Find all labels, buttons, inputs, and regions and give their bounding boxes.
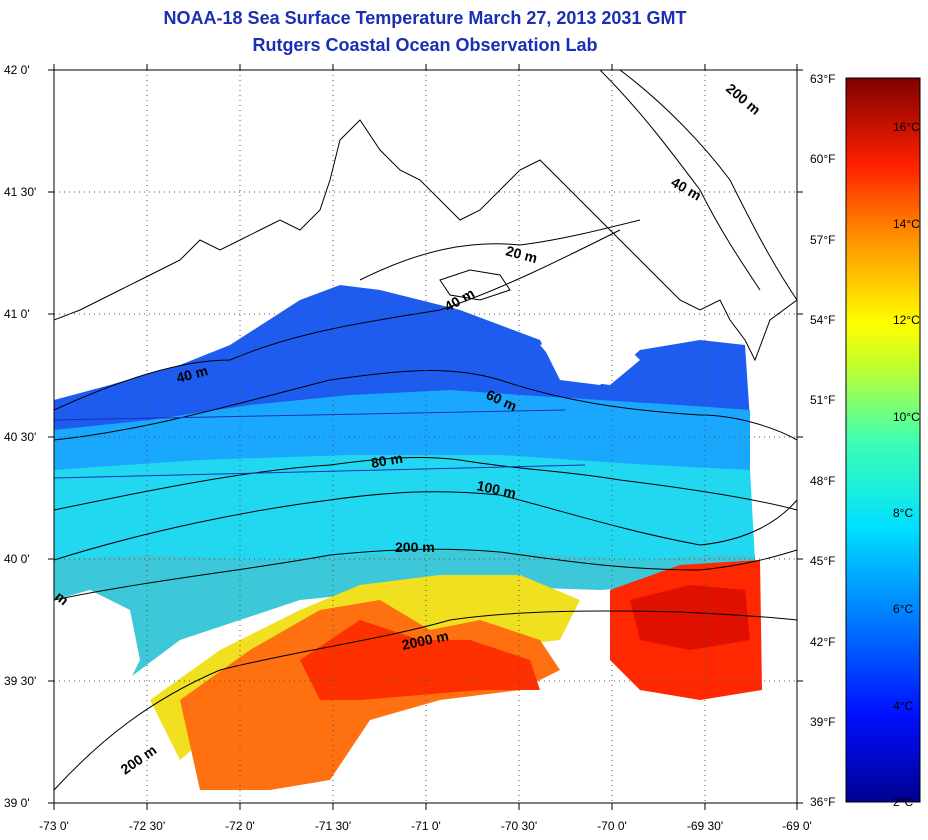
lon-label-73: -73 0' — [39, 819, 69, 833]
contour-80m — [54, 457, 797, 511]
map-title: NOAA-18 Sea Surface Temperature March 27… — [163, 8, 687, 28]
contour-label-80m: 80 m — [370, 450, 404, 471]
land-mainland — [54, 70, 797, 362]
lat-label-40-30: 40 30' — [4, 430, 36, 444]
f-label-45: 45°F — [810, 554, 835, 568]
cloud-mask-shelf — [540, 330, 640, 385]
coastline — [54, 70, 797, 362]
f-label-42: 42°F — [810, 635, 835, 649]
lon-label-71: -71 0' — [411, 819, 441, 833]
lon-tick-labels: -73 0' -72 30' -72 0' -71 30' -71 0' -70… — [39, 819, 812, 833]
f-label-60: 60°F — [810, 152, 835, 166]
land-island-block — [439, 269, 511, 301]
cloud-mask-south — [420, 690, 660, 803]
lon-label-72: -72 0' — [225, 819, 255, 833]
warm-water-red — [300, 620, 540, 700]
contour-label-200m-sw: 200 m — [118, 742, 160, 778]
transect-north — [53, 409, 566, 421]
c-label-2: 2°C — [893, 795, 913, 809]
f-label-39: 39°F — [810, 715, 835, 729]
contour-60m — [54, 370, 797, 441]
lat-label-42: 42 0' — [4, 63, 30, 77]
contour-40m — [54, 229, 621, 411]
lat-tick-labels: 42 0' 41 30' 41 0' 40 30' 40 0' 39 30' 3… — [4, 63, 36, 810]
f-label-48: 48°F — [810, 474, 835, 488]
sst-imagery — [54, 70, 762, 803]
lon-label-70: -70 0' — [597, 819, 627, 833]
map-subtitle: Rutgers Coastal Ocean Observation Lab — [252, 35, 598, 55]
lon-label-69-30: -69 30' — [687, 819, 723, 833]
c-label-14: 14°C — [893, 217, 920, 231]
contour-200m — [54, 548, 797, 601]
f-label-51: 51°F — [810, 393, 835, 407]
lon-label-72-30: -72 30' — [129, 819, 165, 833]
transect-lines — [53, 409, 586, 479]
f-label-63: 63°F — [810, 72, 835, 86]
bathymetry-contours — [54, 70, 797, 791]
contour-20m — [359, 219, 641, 281]
warm-water-yellow — [150, 575, 580, 760]
c-label-6: 6°C — [893, 602, 913, 616]
contour-label-40m-west: 40 m — [175, 362, 210, 386]
c-label-10: 10°C — [893, 410, 920, 424]
lat-label-40: 40 0' — [4, 552, 30, 566]
colorbar-fahrenheit-labels: 63°F 60°F 57°F 54°F 51°F 48°F 45°F 42°F … — [810, 72, 835, 809]
frame-ticks — [48, 64, 803, 810]
warm-eddy-core — [630, 585, 750, 650]
contour-2000m — [54, 610, 797, 791]
colorbar — [845, 77, 921, 803]
c-label-16: 16°C — [893, 120, 920, 134]
lat-label-39: 39 0' — [4, 796, 30, 810]
c-label-4: 4°C — [893, 699, 913, 713]
contour-label-20m: 20 m — [504, 242, 539, 266]
lat-label-39-30: 39 30' — [4, 674, 36, 688]
contour-label-200m: 200 m — [395, 539, 435, 555]
contour-40m-northeast — [599, 70, 761, 291]
lon-label-69: -69 0' — [782, 819, 812, 833]
f-label-54: 54°F — [810, 313, 835, 327]
cloud-mask-west — [54, 590, 140, 730]
contour-200m-northeast — [619, 70, 797, 301]
contour-100m — [54, 491, 797, 561]
lon-label-71-30: -71 30' — [315, 819, 351, 833]
slope-water-teal — [54, 550, 755, 720]
lat-label-41-30: 41 30' — [4, 185, 36, 199]
f-label-36: 36°F — [810, 795, 835, 809]
c-label-12: 12°C — [893, 313, 920, 327]
f-label-57: 57°F — [810, 233, 835, 247]
lat-label-41: 41 0' — [4, 307, 30, 321]
lon-label-70-30: -70 30' — [501, 819, 537, 833]
c-label-8: 8°C — [893, 506, 913, 520]
transect-south — [53, 464, 586, 479]
colorbar-celsius-labels: 16°C 14°C 12°C 10°C 8°C 6°C 4°C 2°C — [893, 120, 920, 809]
grid-lines — [54, 70, 797, 803]
